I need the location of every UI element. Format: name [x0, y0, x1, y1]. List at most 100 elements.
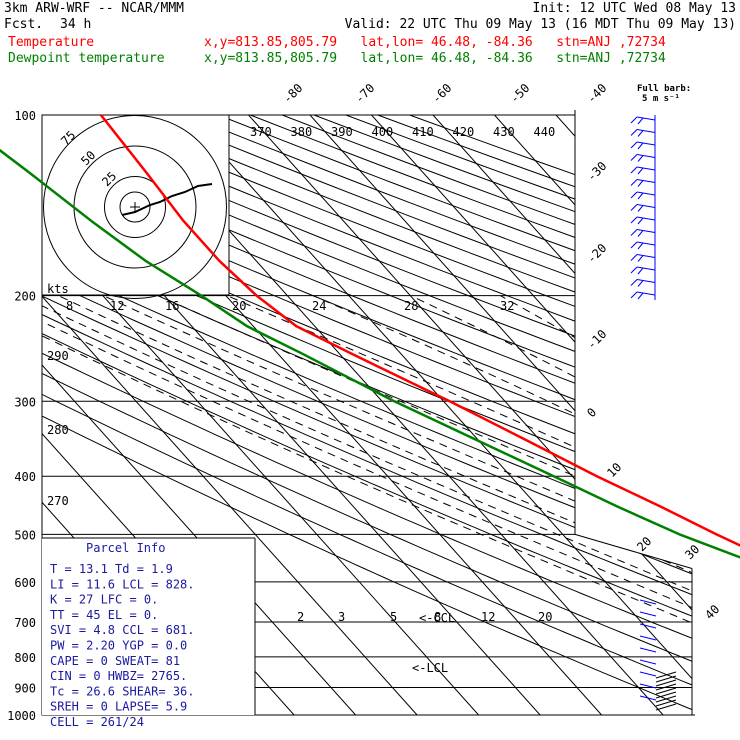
wind-barb-flag — [637, 130, 644, 137]
wind-barb-flag — [637, 255, 644, 262]
temperature-axis-label: -40 — [584, 81, 609, 106]
barb-units: 5 m s⁻¹ — [642, 94, 680, 104]
wind-barb — [639, 695, 657, 701]
theta-e-label: 390 — [331, 125, 353, 139]
lcl-annotation: <-LCL — [412, 661, 448, 675]
temperature-axis-label: -60 — [429, 81, 454, 106]
pressure-label-800: 800 — [14, 651, 36, 665]
wind-barb — [636, 266, 656, 271]
dry-adiabat — [42, 115, 692, 715]
parcel-row: CAPE = 0 SWEAT= 81 — [50, 654, 180, 668]
pressure-label-100: 100 — [14, 109, 36, 123]
temperature-axis-label: -80 — [280, 81, 305, 106]
wind-barb-flag — [637, 230, 644, 237]
hodograph-ring — [104, 176, 166, 238]
temperature-axis-label: -70 — [352, 81, 377, 106]
pressure-label-200: 200 — [14, 290, 36, 304]
parcel-row: SVI = 4.8 CCL = 681. — [50, 623, 195, 637]
pressure-label-900: 900 — [14, 682, 36, 696]
temperature-axis-label: -50 — [507, 81, 532, 106]
temperature-axis-label: 10 — [604, 460, 624, 480]
isotherm-line — [42, 115, 418, 715]
parcel-row: T = 13.1 Td = 1.9 — [50, 562, 173, 576]
hodograph-ring — [43, 115, 227, 299]
dry-adiabat — [42, 115, 692, 715]
mixing-ratio-label: 8 — [434, 610, 441, 624]
temperature-axis-label: -20 — [584, 241, 609, 266]
theta-e-label: 380 — [291, 125, 313, 139]
wind-barb — [636, 166, 656, 171]
speed-label: 28 — [404, 299, 418, 313]
dewpoint-info: x,y=813.85,805.79 lat,lon= 46.48, -84.36… — [204, 51, 666, 66]
dry-adiabat — [42, 115, 692, 715]
temperature-axis-label: 40 — [702, 602, 722, 622]
speed-label: 24 — [312, 299, 326, 313]
dry-adiabat — [186, 115, 692, 715]
wind-barb-flag — [637, 242, 644, 250]
dewpoint-legend: Dewpoint temperature — [8, 51, 165, 66]
parcel-row: TT = 45 EL = 0. — [50, 608, 158, 622]
speed-label: 16 — [165, 299, 179, 313]
mixing-ratio-label: 12 — [481, 610, 495, 624]
mixing-ratio-label: 5 — [390, 610, 397, 624]
wind-barb — [636, 191, 656, 196]
wind-barb-flag — [637, 142, 644, 150]
dry-adiabat — [42, 115, 692, 715]
forecast-hours: 34 h — [60, 17, 92, 32]
dry-adiabat — [250, 115, 692, 715]
isotherm-line — [42, 115, 356, 715]
parcel-row: K = 27 LFC = 0. — [50, 593, 158, 607]
theta-e-label: 370 — [250, 125, 272, 139]
wind-barb — [636, 141, 656, 146]
temperature-axis-label: -10 — [584, 327, 609, 352]
pressure-label-600: 600 — [14, 576, 36, 590]
wind-barb-surface — [655, 687, 677, 695]
wind-barb-flag — [637, 167, 644, 175]
wind-barb-flag — [630, 291, 638, 299]
dry-adiabat — [42, 115, 692, 715]
dry-adiabat — [42, 115, 692, 715]
wind-barb-surface — [655, 695, 677, 703]
wind-barb-flag — [637, 180, 644, 187]
wind-barb-surface — [655, 683, 677, 691]
wind-barb — [639, 599, 657, 605]
temperature-legend: Temperature — [8, 35, 95, 50]
theta-label: 290 — [47, 349, 69, 363]
forecast-label: Fcst. — [4, 17, 44, 32]
model-title: 3km ARW-WRF -- NCAR/MMM — [4, 1, 185, 16]
temperature-axis-label: 20 — [634, 534, 654, 554]
wind-barb — [636, 279, 656, 283]
parcel-row: PW = 2.20 YGP = 0.0 — [50, 639, 187, 653]
wind-barb-flag — [637, 117, 644, 125]
mixing-ratio-label: 2 — [297, 610, 304, 624]
isotherm-line — [432, 115, 692, 715]
wind-barb-flag — [630, 254, 638, 261]
dry-adiabat — [42, 115, 692, 715]
moist-adiabat — [312, 295, 692, 715]
speed-label: 32 — [500, 299, 514, 313]
wind-barb — [636, 216, 656, 221]
wind-barb — [639, 611, 657, 617]
wind-barb — [636, 116, 656, 121]
temperature-axis-label: -30 — [584, 159, 609, 184]
wind-barb-surface — [655, 679, 677, 687]
wind-barb — [639, 683, 657, 689]
wind-barb-flag — [630, 166, 638, 174]
temperature-axis-label: 0 — [584, 405, 599, 420]
mixing-ratio-label: 3 — [338, 610, 345, 624]
plot-clip-edge — [574, 533, 693, 570]
mixing-ratio-label: 20 — [538, 610, 552, 624]
theta-e-label: 430 — [493, 125, 515, 139]
wind-barb-flag — [630, 191, 638, 199]
init-time: Init: 12 UTC Wed 08 May 13 — [532, 1, 737, 16]
wind-barb-flag — [630, 279, 638, 286]
dry-adiabat — [42, 115, 692, 715]
parcel-row: CELL = 261/24 — [50, 715, 144, 729]
isotherm-line — [309, 115, 692, 715]
speed-label: 20 — [232, 299, 246, 313]
wind-barb-flag — [637, 205, 644, 212]
valid-time: Valid: 22 UTC Thu 09 May 13 (16 MDT Thu … — [344, 17, 736, 32]
dry-adiabat — [42, 115, 692, 715]
dry-adiabat — [42, 115, 692, 715]
